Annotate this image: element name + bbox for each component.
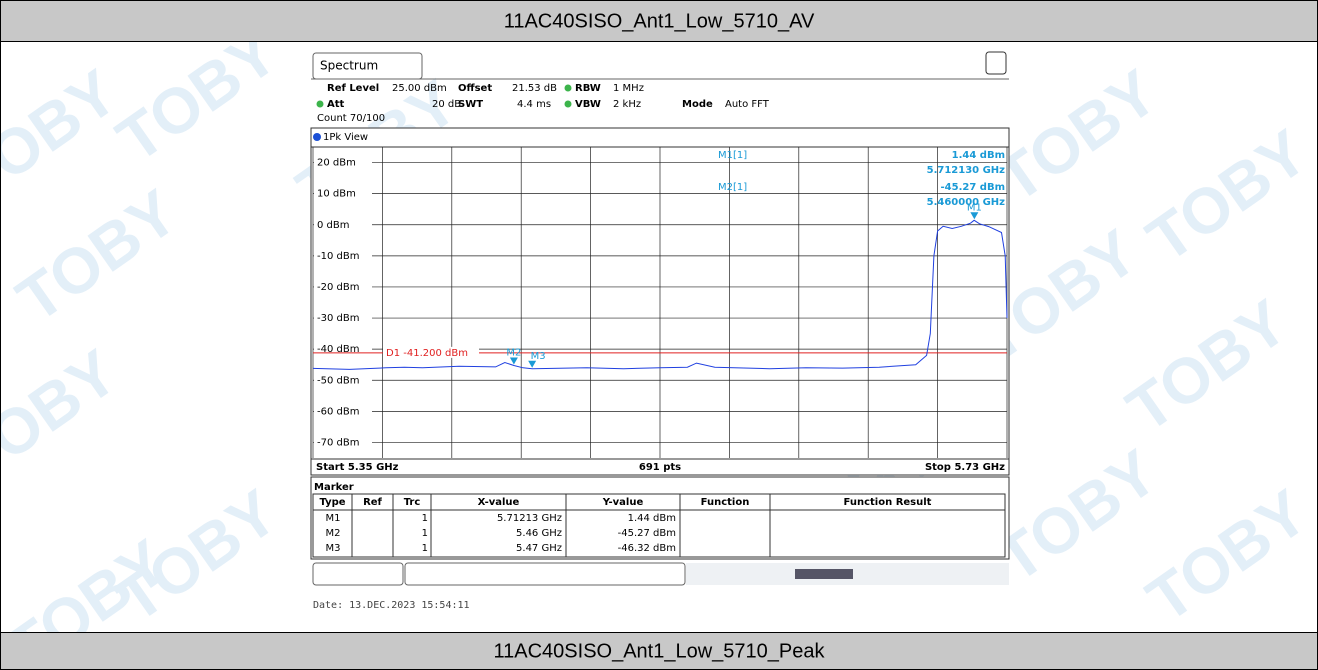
- marker-label: M2: [506, 348, 521, 359]
- table-cell: M3: [326, 543, 341, 554]
- marker-label: M1: [967, 202, 982, 213]
- setting-label: Ref Level: [327, 83, 379, 94]
- readout-value: 1.44 dBm: [952, 150, 1005, 161]
- label-bg: [383, 346, 479, 358]
- readout-freq: 5.712130 GHz: [927, 165, 1006, 176]
- setting-value: 25.00 dBm: [392, 83, 447, 94]
- setting-value: 20 dB: [432, 99, 461, 110]
- table-header: Type: [319, 497, 345, 508]
- table-cell: M2: [326, 528, 341, 539]
- tab-label: Spectrum: [320, 59, 378, 73]
- menu-icon[interactable]: [985, 51, 1007, 75]
- table-cell: 1: [422, 513, 428, 524]
- count: Count 70/100: [317, 113, 385, 124]
- table-cell: 5.47 GHz: [516, 543, 562, 554]
- footer-bar: [0, 632, 1318, 670]
- table-cell: 1: [422, 528, 428, 539]
- table-header: X-value: [478, 497, 520, 508]
- y-tick-label: 20 dBm: [317, 158, 356, 169]
- setting-label: Offset: [458, 83, 492, 94]
- status-dot: [564, 84, 572, 92]
- status-box[interactable]: [404, 562, 686, 586]
- tick-bg: [314, 343, 372, 356]
- tick-bg: [314, 218, 372, 231]
- y-tick-label: -60 dBm: [317, 406, 359, 417]
- points-label: 691 pts: [639, 462, 681, 473]
- setting-label: SWT: [458, 99, 483, 110]
- readout-freq: 5.460000 GHz: [927, 197, 1006, 208]
- y-tick-label: 10 dBm: [317, 189, 356, 200]
- marker: [528, 360, 537, 368]
- marker: [509, 357, 518, 365]
- table-cell: 1.44 dBm: [628, 513, 676, 524]
- progress: [795, 569, 853, 579]
- marker-label: M3: [531, 351, 546, 362]
- setting-label: VBW: [575, 99, 601, 110]
- table-cell: M1: [326, 513, 341, 524]
- y-tick-label: 0 dBm: [317, 220, 350, 231]
- display-line-label: D1 -41.200 dBm: [386, 348, 468, 359]
- setting-value: Auto FFT: [725, 99, 770, 110]
- tick-bg: [314, 156, 372, 169]
- table-header: Y-value: [602, 497, 644, 508]
- tick-bg: [314, 187, 372, 200]
- setting-value: 21.53 dB: [512, 83, 557, 94]
- footer: 11AC40SISO_Ant1_Low_5710_Peak: [494, 640, 826, 662]
- tick-bg: [314, 374, 372, 387]
- view-label: 1Pk View: [323, 132, 368, 143]
- status-dot: [564, 100, 572, 108]
- setting-label: Att: [327, 99, 345, 110]
- y-tick-label: -20 dBm: [317, 282, 359, 293]
- tick-bg: [314, 249, 372, 262]
- table-header: Function Result: [844, 497, 932, 508]
- table-header: Ref: [363, 497, 382, 508]
- y-tick-label: -10 dBm: [317, 251, 359, 262]
- table-cell: 5.46 GHz: [516, 528, 562, 539]
- table-cell: 1: [422, 543, 428, 554]
- y-tick-label: -70 dBm: [317, 437, 359, 448]
- trace: [312, 219, 1008, 370]
- tick-bg: [314, 436, 372, 449]
- readout-value: -45.27 dBm: [941, 182, 1005, 193]
- marker-title: Marker: [314, 482, 354, 493]
- tick-bg: [314, 280, 372, 293]
- start-label: Start 5.35 GHz: [316, 462, 399, 473]
- y-tick-label: -40 dBm: [317, 344, 359, 355]
- table-header: Trc: [404, 497, 421, 508]
- y-tick-label: -30 dBm: [317, 313, 359, 324]
- setting-value: 4.4 ms: [517, 99, 551, 110]
- y-tick-label: -50 dBm: [317, 375, 359, 386]
- setting-value: 1 MHz: [613, 83, 644, 94]
- readout-name: M2[1]: [718, 182, 747, 193]
- readout-name: M1[1]: [718, 150, 747, 161]
- header: 11AC40SISO_Ant1_Low_5710_AV: [504, 10, 815, 32]
- tick-bg: [314, 312, 372, 325]
- view-dot: [313, 133, 321, 141]
- setting-label: RBW: [575, 83, 601, 94]
- table: [312, 493, 1006, 558]
- table-header: Function: [701, 497, 750, 508]
- status-dot: [316, 100, 324, 108]
- tick-bg: [314, 405, 372, 418]
- table-cell: -46.32 dBm: [618, 543, 676, 554]
- setting-label: Mode: [682, 99, 713, 110]
- status-box[interactable]: [312, 562, 404, 586]
- setting-value: 2 kHz: [613, 99, 641, 110]
- table-cell: -45.27 dBm: [618, 528, 676, 539]
- header-bar: [0, 0, 1318, 42]
- date: Date: 13.DEC.2023 15:54:11: [313, 600, 470, 611]
- marker: [970, 212, 979, 220]
- table-cell: 5.71213 GHz: [497, 513, 562, 524]
- stop-label: Stop 5.73 GHz: [925, 462, 1005, 473]
